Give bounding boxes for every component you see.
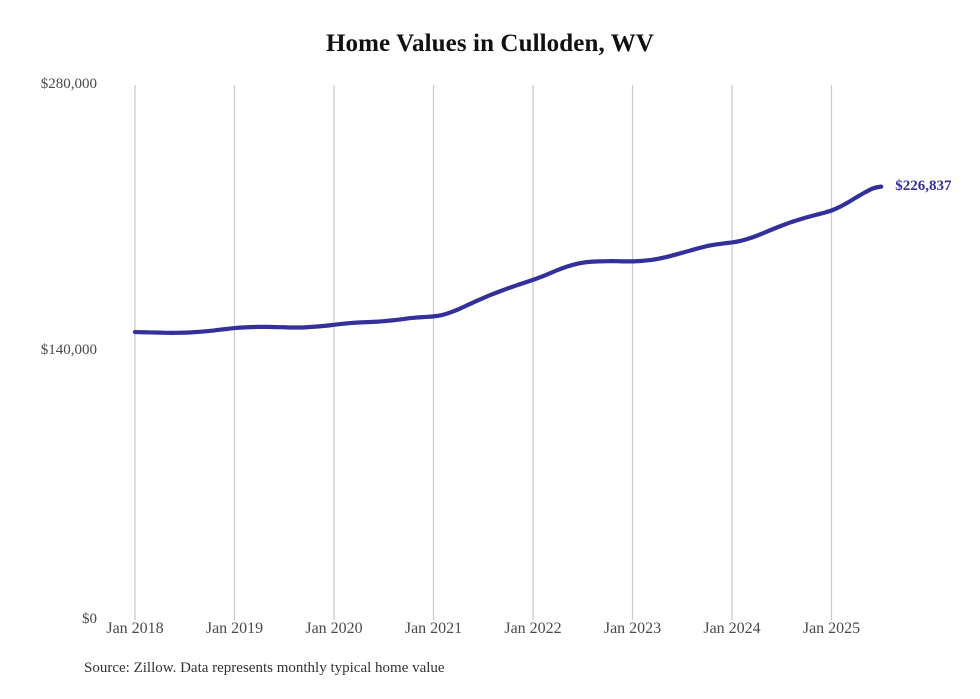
data-line-typical-home-value: [132, 184, 884, 335]
x-tick-label: Jan 2018: [106, 620, 164, 637]
x-tick-label: Jan 2023: [603, 620, 662, 637]
x-tick-label: Jan 2019: [205, 620, 264, 637]
y-tick-label-0: $0: [82, 611, 97, 627]
source-note: Source: Zillow. Data represents monthly …: [84, 660, 445, 676]
chart-title: Home Values in Culloden, WV: [325, 30, 654, 57]
x-tick-label: Jan 2024: [703, 620, 761, 637]
x-tick-label: Jan 2025: [802, 620, 861, 637]
x-tick-label: Jan 2021: [404, 620, 463, 637]
y-tick-label-280000: $280,000: [40, 76, 97, 92]
y-axis: $280,000 $140,000 $0: [0, 0, 97, 699]
y-tick-label-140000: $140,000: [40, 342, 97, 358]
end-value-annotation: $226,837: [895, 177, 952, 194]
gridlines: [134, 85, 833, 620]
x-tick-label: Jan 2020: [305, 620, 363, 637]
x-tick-label: Jan 2022: [504, 620, 562, 637]
